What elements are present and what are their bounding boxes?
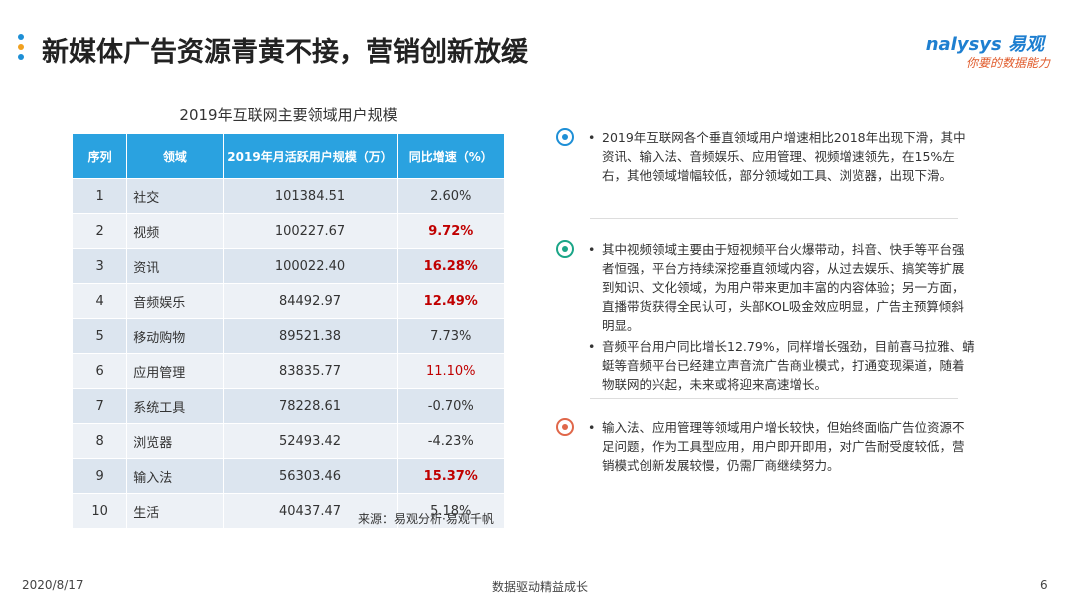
table-cell: 10	[71, 493, 128, 529]
table-cell: 音频娱乐	[126, 283, 224, 319]
icon-dot	[562, 424, 568, 430]
table-cell: -0.70%	[396, 388, 505, 424]
table-cell: 100022.40	[222, 248, 398, 284]
table-cell: 系统工具	[126, 388, 224, 424]
table-cell: 1	[71, 178, 128, 214]
table-row: 7 系统工具 78228.61 -0.70%	[71, 388, 505, 424]
table-cell: 101384.51	[222, 178, 398, 214]
table-cell: 7.73%	[396, 318, 505, 354]
table-cell: 生活	[126, 493, 224, 529]
section-icon	[556, 128, 574, 146]
table-cell: 5.18%	[396, 493, 505, 529]
data-table: 序列 领域 2019年月活跃用户规模（万） 同比增速（%） 1 社交 101384.51 2.…	[71, 133, 505, 529]
column-header: 2019年月活跃用户规模（万）	[222, 133, 398, 179]
footer-date: 2020/8/17	[22, 578, 84, 592]
bullet-section: 其中视频领域主要由于短视频平台火爆带动，抖音、快手等平台强者恒强，平台方持续深挖…	[556, 240, 976, 396]
table-cell: 11.10%	[396, 353, 505, 389]
source: 来源：易观分析·易观千帆	[358, 512, 494, 526]
logo: nalysys 易观	[925, 34, 1044, 55]
table-cell: 52493.42	[222, 423, 398, 459]
table-cell: 89521.38	[222, 318, 398, 354]
icon-dot	[562, 246, 568, 252]
table-cell: 3	[71, 248, 128, 284]
table-cell: 15.37%	[396, 458, 505, 494]
table-row: 1 社交 101384.51 2.60%	[71, 178, 505, 214]
table-cell: 16.28%	[396, 248, 505, 284]
separator	[590, 218, 958, 219]
table-cell: 9.72%	[396, 213, 505, 249]
bullet-section: 输入法、应用管理等领域用户增长较快，但始终面临广告位资源不足问题，作为工具型应用…	[556, 418, 976, 477]
table-cell: 100227.67	[222, 213, 398, 249]
table-cell: 2.60%	[396, 178, 505, 214]
table-cell: 资讯	[126, 248, 224, 284]
title-dots	[18, 34, 24, 60]
table-cell: 8	[71, 423, 128, 459]
table-cell: 84492.97	[222, 283, 398, 319]
logo-slogan: 你要的数据能力	[965, 56, 1050, 70]
column-header: 序列	[71, 133, 128, 179]
table-title: 2019年互联网主要领域用户规模	[179, 106, 398, 124]
table-cell: 83835.77	[222, 353, 398, 389]
table-row: 5 移动购物 89521.38 7.73%	[71, 318, 505, 354]
table-cell: 56303.46	[222, 458, 398, 494]
table-cell: 社交	[126, 178, 224, 214]
section-icon	[556, 240, 574, 258]
table-cell: 2	[71, 213, 128, 249]
bullet-text: 输入法、应用管理等领域用户增长较快，但始终面临广告位资源不足问题，作为工具型应用…	[588, 418, 976, 475]
table-cell: 9	[71, 458, 128, 494]
table-cell: 12.49%	[396, 283, 505, 319]
table-cell: 输入法	[126, 458, 224, 494]
slide-title: 新媒体广告资源青黄不接，营销创新放缓	[42, 37, 528, 68]
table-cell: 6	[71, 353, 128, 389]
table-row: 6 应用管理 83835.77 11.10%	[71, 353, 505, 389]
section-icon	[556, 418, 574, 436]
column-header: 同比增速（%）	[396, 133, 505, 179]
table-row: 3 资讯 100022.40 16.28%	[71, 248, 505, 284]
bullet-text: 音频平台用户同比增长12.79%，同样增长强劲，目前喜马拉雅、蜻蜓等音频平台已经…	[588, 337, 976, 394]
table-cell: 视频	[126, 213, 224, 249]
bullet-text: 2019年互联网各个垂直领域用户增速相比2018年出现下滑，其中资讯、输入法、音…	[588, 128, 976, 185]
table-cell: 78228.61	[222, 388, 398, 424]
column-header: 领域	[126, 133, 224, 179]
icon-dot	[562, 134, 568, 140]
bullet-section: 2019年互联网各个垂直领域用户增速相比2018年出现下滑，其中资讯、输入法、音…	[556, 128, 976, 187]
table-cell: -4.23%	[396, 423, 505, 459]
footer-slogan: 数据驱动精益成长	[491, 580, 588, 594]
table-cell: 应用管理	[126, 353, 224, 389]
table-cell: 移动购物	[126, 318, 224, 354]
table-row: 4 音频娱乐 84492.97 12.49%	[71, 283, 505, 319]
separator	[590, 398, 958, 399]
table-cell: 40437.47	[222, 493, 398, 529]
table-cell: 5	[71, 318, 128, 354]
table-row: 2 视频 100227.67 9.72%	[71, 213, 505, 249]
table-cell: 浏览器	[126, 423, 224, 459]
table-cell: 7	[71, 388, 128, 424]
bullet-text: 其中视频领域主要由于短视频平台火爆带动，抖音、快手等平台强者恒强，平台方持续深挖…	[588, 240, 976, 335]
table-row: 9 输入法 56303.46 15.37%	[71, 458, 505, 494]
table-row: 10 生活 40437.47 5.18%	[71, 493, 505, 529]
table-cell: 4	[71, 283, 128, 319]
page-number: 6	[1040, 578, 1048, 592]
table-row: 8 浏览器 52493.42 -4.23%	[71, 423, 505, 459]
